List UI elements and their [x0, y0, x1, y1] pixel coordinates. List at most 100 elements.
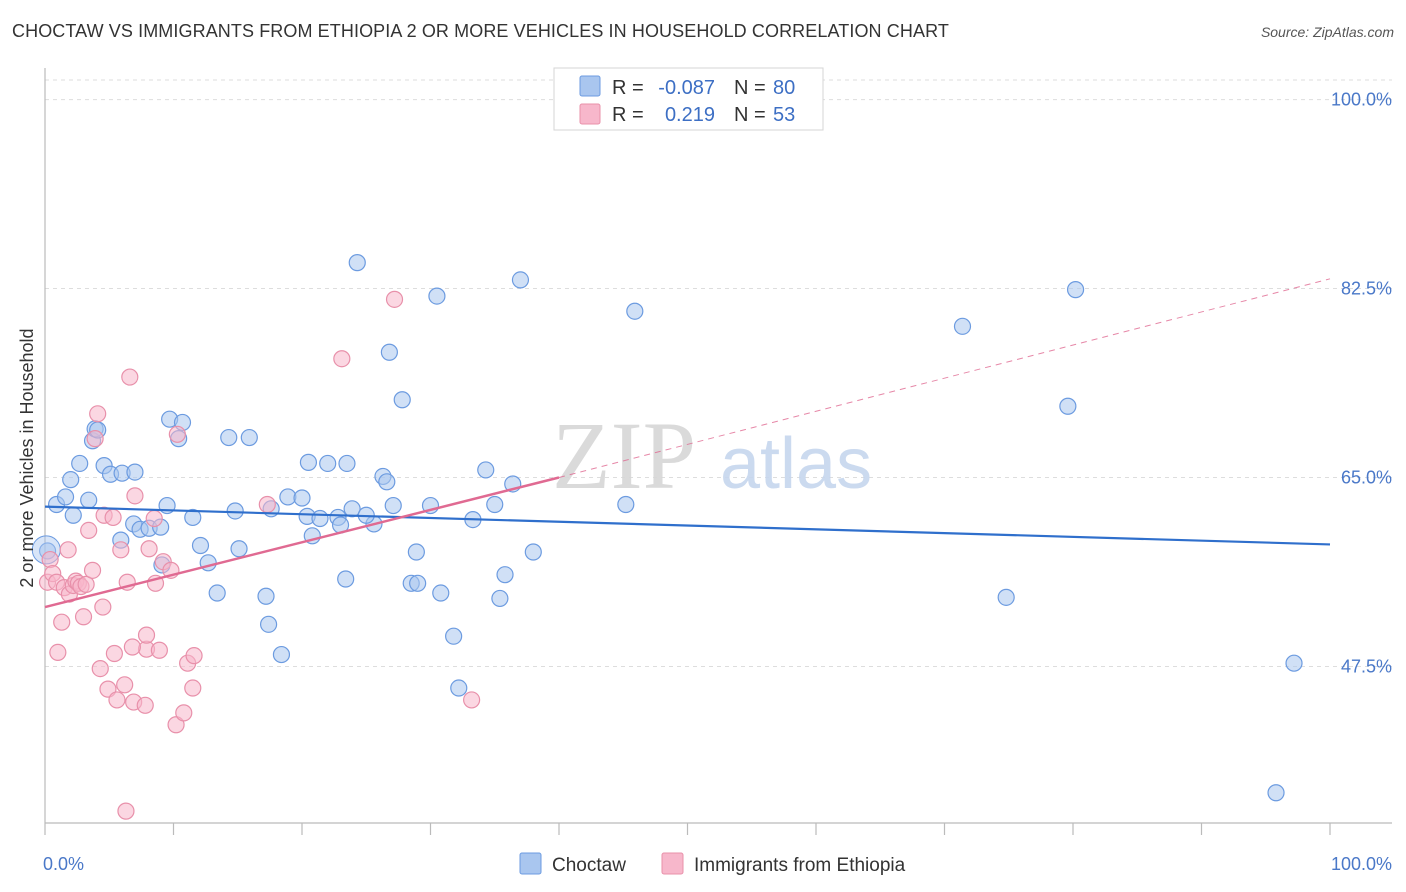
watermark-atlas: atlas — [720, 424, 872, 504]
source-credit: Source: ZipAtlas.com — [1260, 24, 1394, 40]
ethiopia-point — [137, 626, 156, 644]
trend-line-ethiopia — [44, 476, 560, 609]
choctaw-point — [272, 645, 291, 664]
ethiopia-point — [112, 541, 130, 559]
ethiopia-point — [117, 802, 135, 820]
stats-n-value-ethiopia: 53 — [773, 104, 795, 126]
ethiopia-point — [77, 575, 95, 593]
ethiopia-point — [108, 691, 126, 709]
choctaw-point — [220, 428, 238, 447]
ethiopia-point — [49, 643, 67, 662]
choctaw-point — [338, 454, 356, 473]
ethiopia-point — [463, 691, 481, 709]
ethiopia-point — [74, 608, 93, 626]
ethiopia-point — [145, 509, 163, 528]
choctaw-point — [56, 488, 75, 506]
stats-swatch-ethiopia — [579, 103, 601, 125]
choctaw-point — [184, 508, 202, 527]
ethiopia-point — [175, 704, 193, 722]
choctaw-point — [409, 574, 427, 592]
legend-swatch-choctaw — [519, 852, 542, 875]
choctaw-point — [311, 509, 329, 528]
choctaw-point — [380, 343, 398, 361]
legend-label-choctaw: Choctaw — [552, 855, 626, 876]
choctaw-point — [71, 454, 89, 473]
stats-n-value-choctaw: 80 — [773, 77, 795, 99]
legend: Choctaw Immigrants from Ethiopia — [519, 852, 906, 876]
ethiopia-point — [150, 641, 168, 659]
choctaw-point — [428, 287, 446, 305]
ethiopia-point — [123, 638, 141, 656]
y-tick-label: 82.5% — [1341, 279, 1392, 299]
choctaw-point — [477, 461, 495, 479]
x-tick-label: 100.0% — [1331, 854, 1392, 874]
y-tick-labels: 47.5% 65.0% 82.5% 100.0% — [1331, 90, 1392, 677]
ethiopia-point — [140, 540, 158, 558]
choctaw-point — [191, 536, 210, 555]
watermark-zip: ZIP — [552, 402, 696, 509]
choctaw-point — [279, 488, 297, 506]
choctaw-point — [257, 587, 275, 605]
choctaw-point — [126, 463, 144, 481]
y-tick-label: 100.0% — [1331, 90, 1392, 110]
choctaw-point — [80, 491, 98, 509]
choctaw-point — [496, 566, 514, 584]
ethiopia-point — [167, 716, 185, 734]
ethiopia-point — [80, 521, 98, 539]
choctaw-point — [511, 271, 530, 289]
gridlines — [45, 79, 1392, 667]
choctaw-point — [384, 496, 402, 515]
choctaw-point — [953, 317, 972, 335]
choctaw-point — [626, 302, 644, 320]
series-ethiopia — [38, 290, 481, 820]
stats-r-label: R = — [612, 77, 644, 99]
ethiopia-point — [104, 508, 122, 527]
y-tick-label: 47.5% — [1341, 656, 1392, 676]
ethiopia-point — [41, 550, 59, 569]
choctaw-point — [299, 453, 318, 471]
choctaw-point — [393, 391, 411, 409]
trend-line-ethiopia-extension — [558, 278, 1331, 478]
ethiopia-point — [258, 495, 276, 514]
y-axis-title: 2 or more Vehicles in Household — [17, 328, 37, 587]
ethiopia-point — [89, 405, 107, 423]
choctaw-point — [62, 471, 80, 489]
ethiopia-point — [126, 487, 144, 505]
legend-label-ethiopia: Immigrants from Ethiopia — [694, 855, 906, 876]
ethiopia-point — [184, 679, 202, 697]
choctaw-point — [445, 627, 463, 645]
axes — [44, 68, 1392, 835]
trend-line-choctaw — [44, 505, 1331, 546]
ethiopia-point — [185, 647, 203, 665]
choctaw-point — [337, 570, 355, 588]
x-tick-labels: 0.0% 100.0% — [43, 854, 1392, 874]
choctaw-point — [432, 584, 450, 602]
stats-r-value-choctaw: -0.087 — [658, 77, 715, 99]
choctaw-point — [319, 454, 337, 473]
choctaw-point — [343, 500, 361, 518]
ethiopia-point — [105, 644, 123, 663]
choctaw-point — [1059, 397, 1077, 415]
ethiopia-point — [168, 425, 186, 443]
ethiopia-point — [116, 676, 134, 694]
ethiopia-point — [86, 430, 104, 448]
choctaw-point — [64, 506, 82, 524]
ethiopia-point — [136, 696, 154, 714]
watermark: ZIP atlas — [552, 402, 872, 509]
choctaw-point — [407, 543, 425, 561]
legend-swatch-ethiopia — [661, 852, 684, 875]
choctaw-point — [450, 679, 468, 697]
x-tick-label: 0.0% — [43, 854, 84, 874]
choctaw-point — [617, 495, 635, 514]
choctaw-point — [1066, 281, 1085, 299]
stats-r-label: R = — [612, 104, 644, 126]
ethiopia-point — [333, 350, 351, 368]
y-tick-label: 65.0% — [1341, 467, 1392, 487]
ethiopia-point — [385, 290, 404, 308]
ethiopia-point — [83, 561, 102, 579]
stats-box: R = -0.087 N = 80 R = 0.219 N = 53 — [553, 67, 824, 131]
choctaw-point — [997, 588, 1015, 606]
series-choctaw — [31, 254, 1303, 802]
stats-swatch-choctaw — [579, 75, 601, 97]
